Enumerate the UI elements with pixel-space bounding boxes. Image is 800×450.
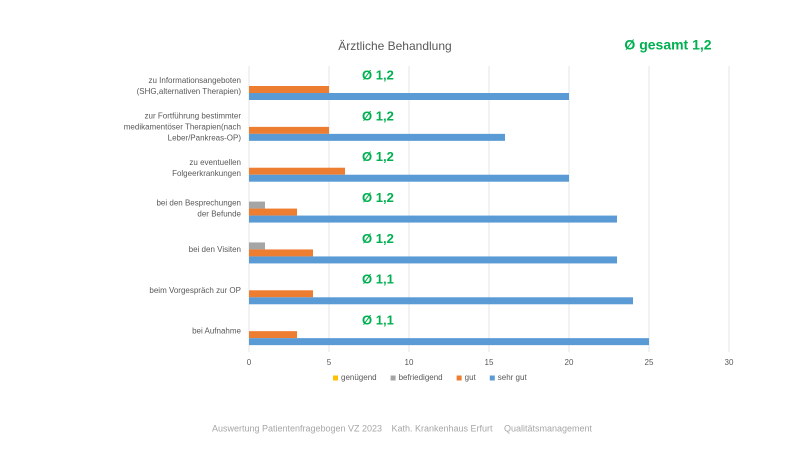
y-tick-label: der Befunde	[197, 210, 241, 219]
average-annotation: Ø 1,1	[362, 313, 394, 328]
bar	[249, 93, 569, 100]
bar	[249, 256, 617, 264]
bar	[249, 133, 505, 141]
y-tick-label: medikamentöser Therapien(nach	[124, 122, 241, 131]
y-tick-label: (SHG,alternativen Therapien)	[137, 87, 242, 96]
legend-label: gut	[465, 373, 477, 382]
legend-label: genügend	[341, 373, 377, 382]
legend-swatch	[456, 375, 462, 381]
x-tick-label: 10	[405, 358, 414, 367]
footer-text: Kath. Krankenhaus Erfurt	[391, 423, 493, 433]
x-tick-label: 25	[645, 358, 654, 367]
average-annotation: Ø 1,2	[362, 190, 394, 205]
chart-title: Ärztliche Behandlung	[338, 39, 451, 53]
bar	[249, 297, 633, 305]
bar	[249, 290, 313, 298]
legend-label: befriedigend	[399, 373, 443, 382]
bar	[249, 215, 617, 223]
bar	[249, 174, 569, 182]
y-tick-label: bei den Besprechungen	[156, 199, 241, 208]
average-annotation: Ø 1,2	[362, 67, 394, 82]
overall-average: Ø gesamt 1,2	[624, 37, 711, 53]
bar	[249, 331, 297, 339]
legend-swatch	[489, 375, 495, 381]
bar	[249, 126, 329, 134]
bar	[249, 208, 297, 216]
x-tick-label: 15	[485, 358, 494, 367]
bar	[249, 167, 345, 175]
legend-swatch	[333, 375, 338, 381]
bar	[249, 249, 313, 257]
bar	[249, 86, 329, 93]
y-tick-label: Folgeerkrankungen	[172, 169, 241, 178]
x-tick-label: 30	[725, 358, 734, 367]
x-tick-label: 20	[565, 358, 574, 367]
x-tick-label: 0	[247, 358, 252, 367]
footer-text: Qualitätsmanagement	[504, 423, 593, 433]
footer-text: Auswertung Patientenfragebogen VZ 2023	[212, 423, 382, 433]
y-tick-label: zur Fortführung bestimmter	[145, 111, 242, 120]
average-annotation: Ø 1,2	[362, 108, 394, 123]
average-annotation: Ø 1,1	[362, 272, 394, 287]
average-annotation: Ø 1,2	[362, 231, 394, 246]
y-tick-label: zu Informationsangeboten	[148, 76, 241, 85]
bar	[249, 201, 265, 209]
bar	[249, 338, 649, 346]
y-tick-label: beim Vorgespräch zur OP	[149, 286, 241, 295]
y-tick-label: zu eventuellen	[189, 158, 241, 167]
y-tick-label: bei Aufnahme	[192, 327, 241, 336]
y-tick-label: Leber/Pankreas-OP)	[168, 133, 242, 142]
x-tick-label: 5	[327, 358, 332, 367]
bar	[249, 242, 265, 250]
y-tick-label: bei den Visiten	[189, 245, 241, 254]
average-annotation: Ø 1,2	[362, 149, 394, 164]
legend-swatch	[390, 375, 396, 381]
legend-label: sehr gut	[498, 373, 528, 382]
